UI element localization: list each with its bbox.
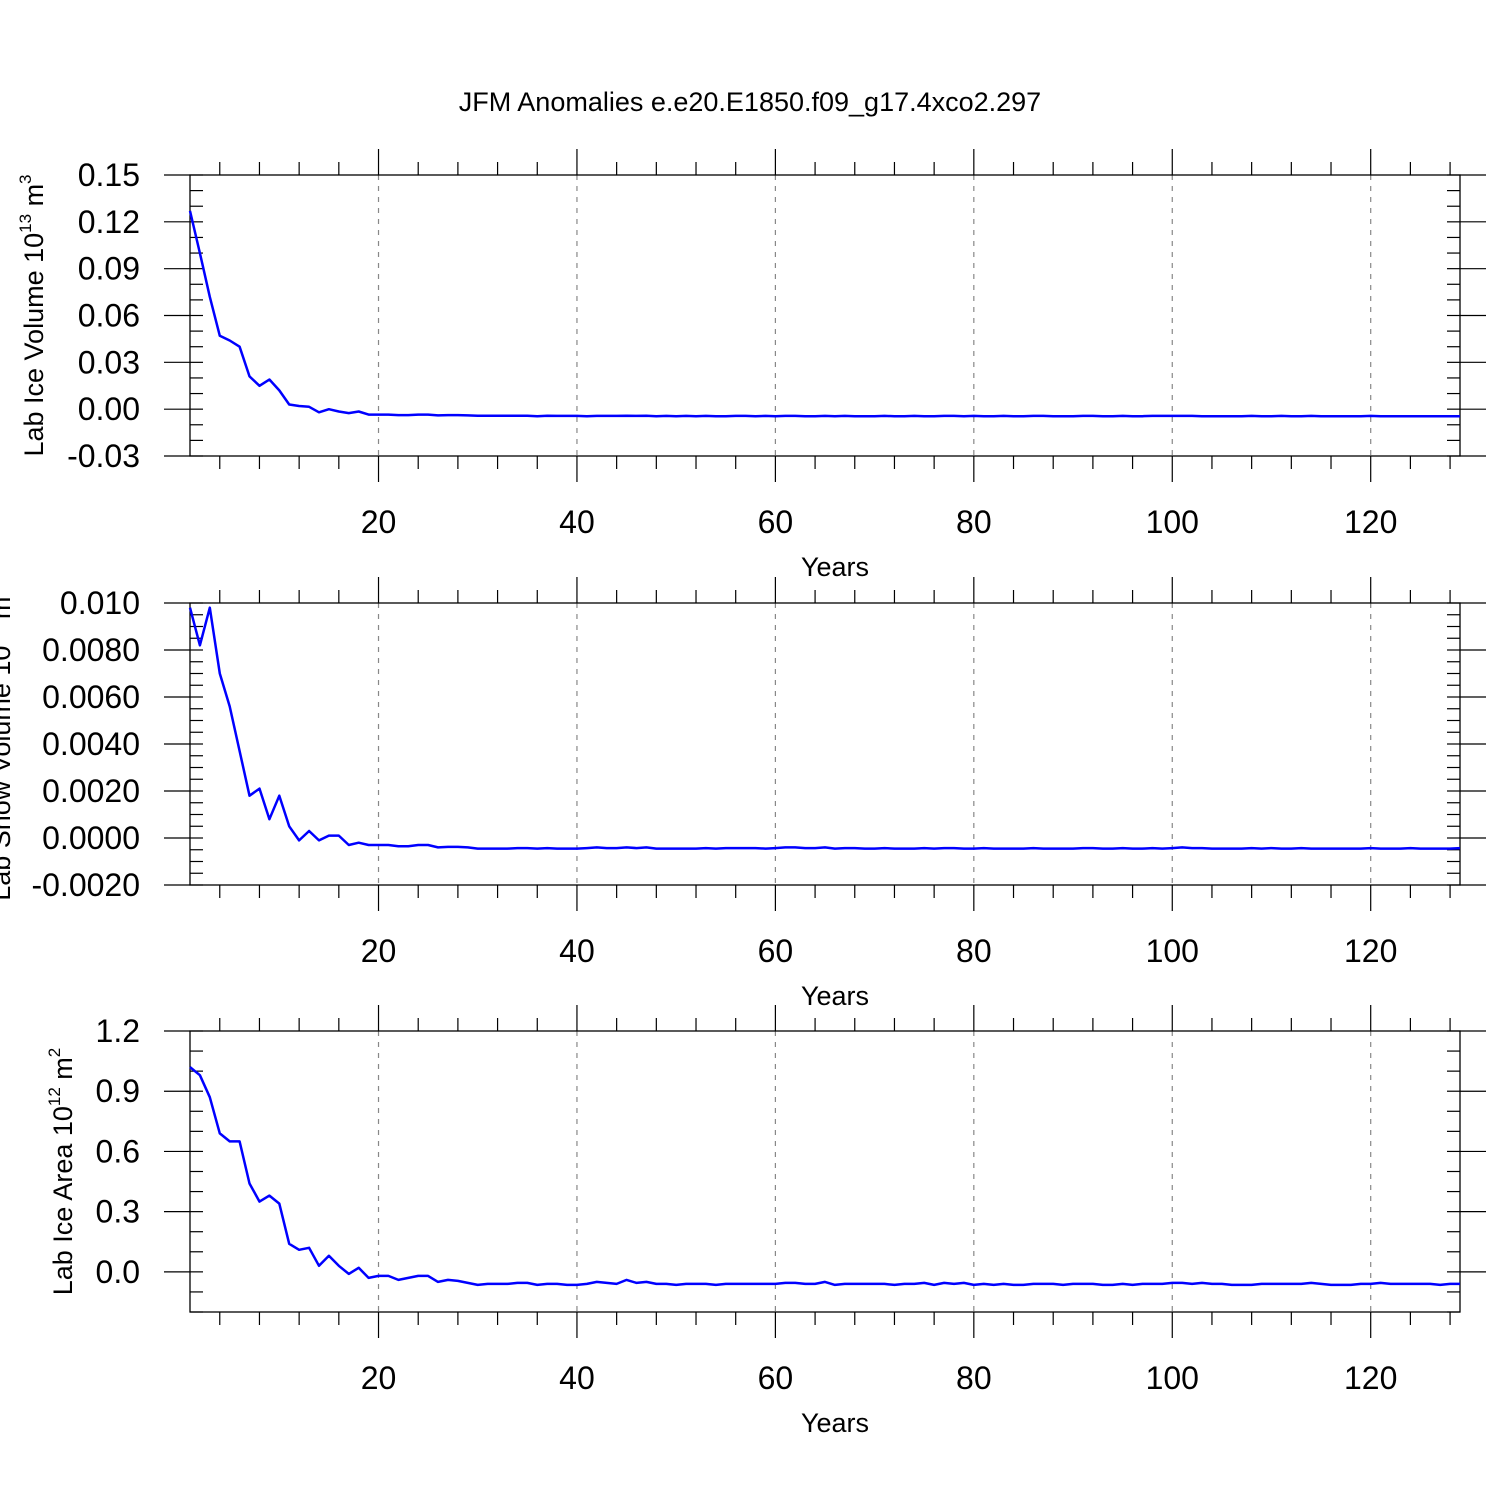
panel-1-y-axis-title-part: m: [19, 184, 49, 214]
panel-1-x-tick-label: 120: [1344, 504, 1397, 540]
panel-3-x-axis-title: Years: [801, 1408, 869, 1438]
panel-2-x-tick-label: 120: [1344, 933, 1397, 969]
panel-3-x-tick-label: 20: [361, 1360, 397, 1396]
panel-1-y-tick-label: 0.15: [78, 157, 140, 193]
panel-3-x-tick-label: 60: [758, 1360, 794, 1396]
panel-1-y-axis-title-part: Lab Ice Volume 10: [19, 233, 49, 457]
panel-1-y-tick-label: 0.09: [78, 251, 140, 287]
panel-3-x-tick-label: 80: [956, 1360, 992, 1396]
panel-2-x-tick-label: 20: [361, 933, 397, 969]
panel-2-y-tick-label: 0.0060: [42, 679, 140, 715]
panel-2-x-tick-label: 40: [559, 933, 595, 969]
panel-2-x-axis-title: Years: [801, 981, 869, 1011]
panel-3-y-tick-label: 0.6: [96, 1133, 140, 1169]
panel-2-y-axis-title: Lab Snow Volume 1013 m3: [0, 587, 16, 901]
panel-1-x-tick-label: 80: [956, 504, 992, 540]
panel-2-y-axis-title-part: Lab Snow Volume 10: [0, 646, 16, 901]
panel-3-y-axis-title: Lab Ice Area 1012 m2: [45, 1048, 78, 1296]
panel-2-x-tick-label: 60: [758, 933, 794, 969]
panel-1-series-line: [188, 210, 1460, 418]
panel-3-y-tick-label: 0.9: [96, 1073, 140, 1109]
panel-3-x-tick-label: 40: [559, 1360, 595, 1396]
panel-2-y-axis-title-superscript: 3: [0, 587, 2, 596]
panel-3-y-tick-label: 1.2: [96, 1013, 140, 1049]
panel-1-y-tick-label: 0.03: [78, 344, 140, 380]
panel-1-y-tick-label: -0.03: [67, 438, 140, 474]
panel-2-plot-frame: [189, 602, 1461, 886]
panel-1-x-tick-label: 100: [1146, 504, 1199, 540]
panel-1-y-axis-title: Lab Ice Volume 1013 m3: [16, 174, 49, 456]
panel-1-x-tick-label: 40: [559, 504, 595, 540]
chart-title: JFM Anomalies e.e20.E1850.f09_g17.4xco2.…: [459, 87, 1041, 117]
panel-1-y-axis-title-superscript: 3: [16, 174, 35, 183]
panel-3-y-axis-title-superscript: 12: [45, 1087, 64, 1106]
panel-3-plot-frame: [189, 1030, 1461, 1313]
panel-1-y-tick-label: 0.00: [78, 391, 140, 427]
panel-3-y-axis-title-part: m: [48, 1057, 78, 1087]
panel-2-x-tick-label: 100: [1146, 933, 1199, 969]
panel-1-y-axis-title-superscript: 13: [16, 214, 35, 233]
panel-3-x-tick-label: 120: [1344, 1360, 1397, 1396]
panel-2-y-tick-label: 0.0080: [42, 632, 140, 668]
panel-3-x-tick-label: 100: [1146, 1360, 1199, 1396]
panel-1-x-tick-label: 20: [361, 504, 397, 540]
panel-2-y-tick-label: -0.0020: [31, 867, 140, 903]
panel-2-y-axis-title-superscript: 13: [0, 627, 2, 646]
panel-3-y-axis-title-superscript: 2: [45, 1048, 64, 1057]
panel-1-x-axis-title: Years: [801, 552, 869, 582]
panel-1-y-tick-label: 0.06: [78, 298, 140, 334]
panel-1-y-tick-label: 0.12: [78, 204, 140, 240]
panel-3-series-line: [189, 1066, 1460, 1287]
panel-2-series-line: [188, 606, 1461, 850]
panel-2-y-axis-title-part: m: [0, 597, 16, 627]
panel-3-y-axis-title-part: Lab Ice Area 10: [48, 1106, 78, 1295]
panel-3-y-tick-label: 0.3: [96, 1194, 140, 1230]
panel-2-y-tick-label: 0.0020: [42, 773, 140, 809]
panel-2-y-tick-label: 0.0040: [42, 726, 140, 762]
panel-3-y-tick-label: 0.0: [96, 1254, 140, 1290]
panel-2-x-tick-label: 80: [956, 933, 992, 969]
panel-2-y-tick-label: 0.010: [60, 585, 140, 621]
panel-1-x-tick-label: 60: [758, 504, 794, 540]
panel-2-y-tick-label: 0.0000: [42, 820, 140, 856]
